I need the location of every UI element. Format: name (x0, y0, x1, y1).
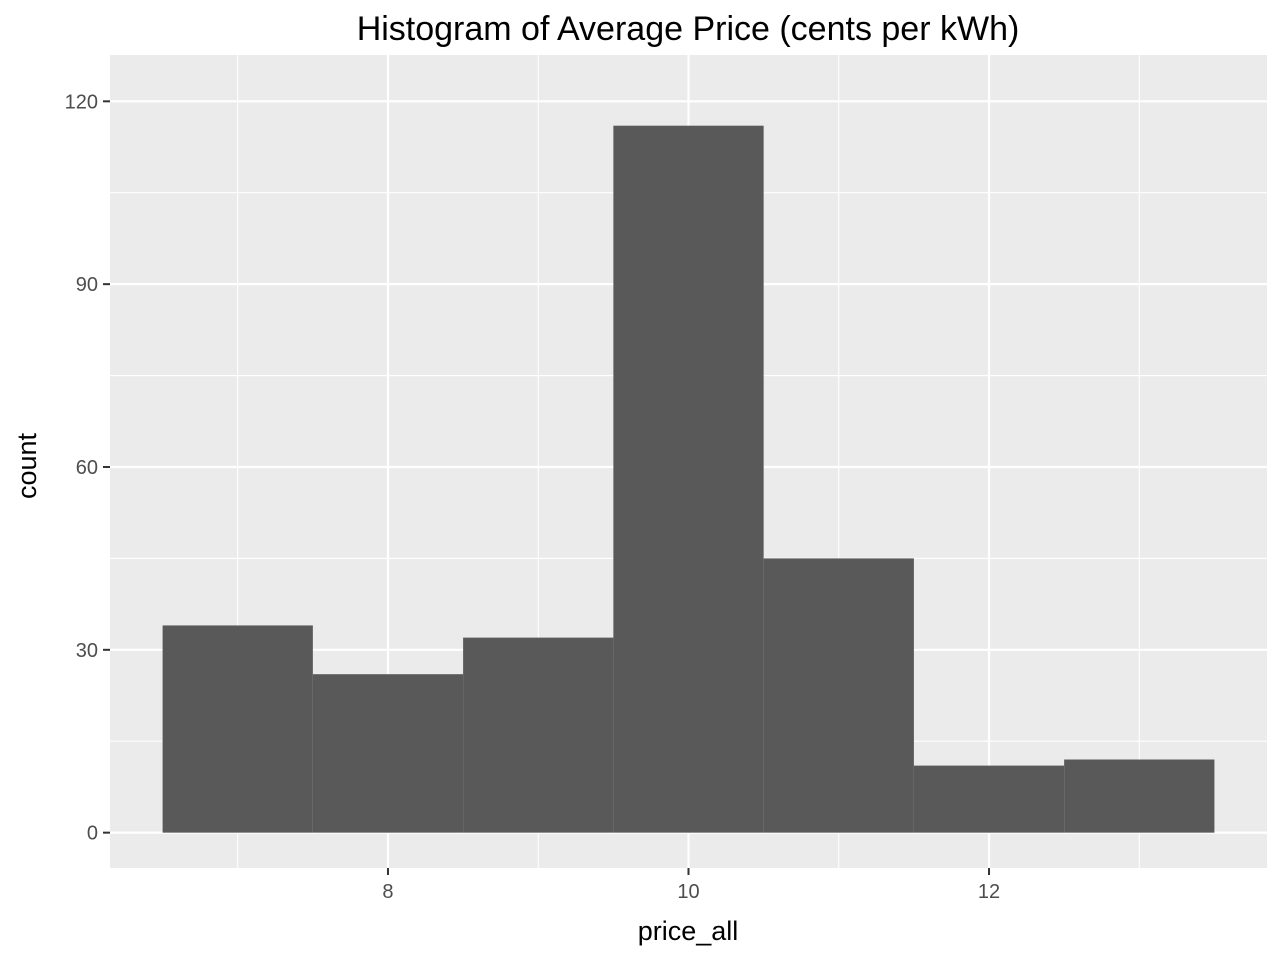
y-tick-label: 120 (65, 91, 98, 113)
y-axis-title: count (12, 432, 42, 499)
x-tick-label: 10 (677, 881, 699, 903)
chart-title: Histogram of Average Price (cents per kW… (357, 10, 1020, 48)
y-tick-label: 30 (76, 640, 98, 662)
x-tick-label: 8 (382, 881, 393, 903)
y-axis: 0 30 60 90 120 (65, 91, 110, 845)
histogram-bar (613, 125, 764, 833)
histogram-bar (913, 765, 1065, 833)
x-axis-title: price_all (638, 916, 739, 946)
y-tick-label: 0 (87, 823, 98, 845)
histogram-bar (312, 674, 464, 833)
x-tick-label: 12 (978, 881, 1000, 903)
histogram-bars (162, 125, 1215, 833)
y-tick-label: 90 (76, 274, 98, 296)
y-tick-label: 60 (76, 457, 98, 479)
histogram-bar (463, 637, 614, 833)
histogram-bar (162, 625, 313, 833)
histogram-bar (763, 558, 914, 833)
histogram-bar (1064, 759, 1215, 833)
x-axis: 8 10 12 (382, 868, 1000, 903)
